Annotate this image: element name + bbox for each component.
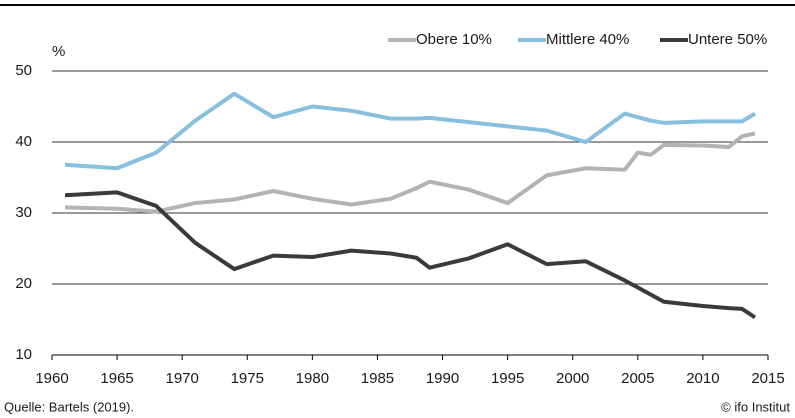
x-tick-label: 2015: [751, 370, 784, 387]
x-tick-label: 1970: [165, 370, 198, 387]
x-tick-label: 2000: [556, 370, 589, 387]
series-line: [64, 190, 757, 320]
x-tick-label: 1965: [100, 370, 133, 387]
x-tick-label: 1990: [426, 370, 459, 387]
legend-label: Mittlere 40%: [546, 31, 629, 48]
x-tick-label: 1975: [231, 370, 264, 387]
legend-label: Untere 50%: [688, 31, 767, 48]
series-line: [64, 91, 757, 171]
x-tick-label: 1985: [361, 370, 394, 387]
y-tick-label: 20: [15, 275, 32, 292]
y-tick-label: 30: [15, 204, 32, 221]
x-tick-label: 1960: [35, 370, 68, 387]
x-tick-label: 2010: [686, 370, 719, 387]
x-tick-label: 1995: [491, 370, 524, 387]
y-tick-label: 40: [15, 133, 32, 150]
y-axis-label: %: [52, 43, 65, 60]
series-line: [64, 131, 756, 214]
x-tick-label: 1980: [296, 370, 329, 387]
credit: © ifo Institut: [721, 399, 790, 414]
y-tick-label: 50: [15, 62, 32, 79]
source: Quelle: Bartels (2019).: [4, 399, 134, 414]
y-tick-label: 10: [15, 346, 32, 363]
x-tick-label: 2005: [621, 370, 654, 387]
legend-label: Obere 10%: [416, 31, 492, 48]
